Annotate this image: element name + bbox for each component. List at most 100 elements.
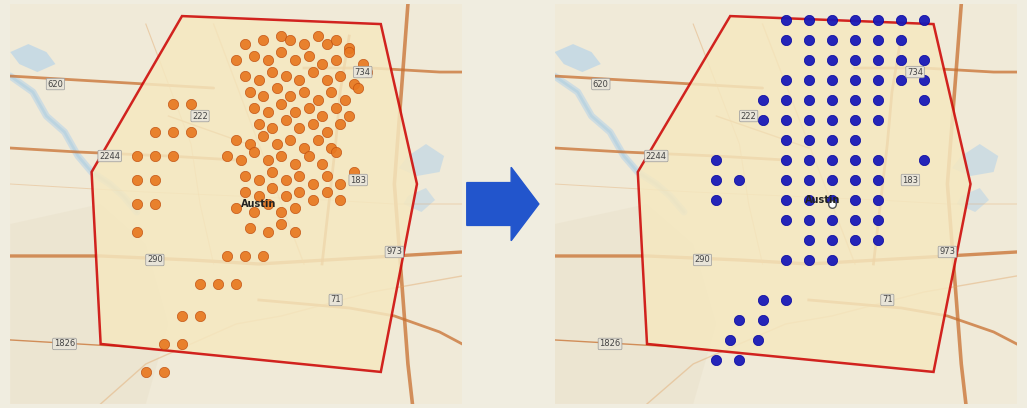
Point: [241, 225, 258, 231]
Point: [824, 201, 840, 207]
Point: [246, 105, 263, 111]
Point: [754, 297, 770, 303]
Point: [328, 105, 344, 111]
Point: [846, 117, 863, 123]
Point: [264, 125, 280, 131]
Point: [273, 221, 290, 227]
Point: [777, 297, 794, 303]
Point: [345, 81, 362, 87]
Point: [277, 193, 294, 199]
Text: 2244: 2244: [646, 151, 667, 160]
Point: [328, 149, 344, 155]
Point: [273, 153, 290, 159]
Point: [846, 77, 863, 83]
Point: [893, 57, 910, 63]
Point: [241, 89, 258, 95]
Point: [192, 281, 208, 287]
Point: [277, 117, 294, 123]
Point: [251, 77, 267, 83]
Point: [801, 57, 817, 63]
Point: [128, 177, 145, 183]
Point: [147, 153, 163, 159]
Point: [824, 137, 840, 143]
Point: [219, 153, 235, 159]
Point: [870, 37, 886, 43]
Point: [870, 237, 886, 243]
Text: 734: 734: [354, 68, 371, 77]
Text: 620: 620: [593, 80, 609, 89]
Point: [722, 337, 738, 343]
Point: [777, 77, 794, 83]
Point: [237, 73, 254, 79]
Point: [273, 49, 290, 55]
Point: [251, 121, 267, 127]
Point: [801, 157, 817, 163]
Point: [801, 137, 817, 143]
Point: [824, 37, 840, 43]
Point: [292, 173, 308, 179]
Point: [269, 85, 286, 91]
Point: [228, 205, 244, 211]
Point: [305, 197, 321, 203]
Point: [801, 117, 817, 123]
Point: [287, 57, 303, 63]
Point: [251, 177, 267, 183]
Point: [341, 45, 357, 51]
Polygon shape: [555, 204, 717, 404]
Point: [237, 253, 254, 259]
Point: [846, 57, 863, 63]
Polygon shape: [10, 44, 55, 72]
Point: [846, 177, 863, 183]
Point: [309, 33, 326, 39]
Point: [801, 237, 817, 243]
Point: [237, 41, 254, 47]
Point: [359, 69, 376, 75]
Point: [251, 193, 267, 199]
Point: [709, 177, 725, 183]
Point: [801, 197, 817, 203]
Point: [264, 185, 280, 191]
Polygon shape: [555, 44, 601, 72]
Point: [264, 69, 280, 75]
Point: [870, 57, 886, 63]
Point: [277, 73, 294, 79]
Point: [916, 57, 933, 63]
Point: [750, 337, 766, 343]
Point: [824, 237, 840, 243]
Point: [824, 217, 840, 223]
Point: [255, 37, 271, 43]
Point: [296, 89, 312, 95]
Point: [246, 149, 263, 155]
Point: [128, 153, 145, 159]
Point: [305, 121, 321, 127]
Point: [893, 37, 910, 43]
Point: [260, 157, 276, 163]
Point: [318, 129, 335, 135]
Point: [709, 197, 725, 203]
Point: [296, 145, 312, 151]
Point: [824, 17, 840, 23]
Point: [893, 77, 910, 83]
Point: [318, 173, 335, 179]
Polygon shape: [638, 16, 971, 372]
Point: [777, 97, 794, 103]
Point: [801, 257, 817, 263]
Point: [870, 157, 886, 163]
Point: [314, 61, 331, 67]
Point: [296, 41, 312, 47]
Point: [287, 205, 303, 211]
Point: [322, 145, 339, 151]
Polygon shape: [91, 16, 417, 372]
Point: [305, 69, 321, 75]
Point: [260, 57, 276, 63]
Point: [824, 57, 840, 63]
Point: [273, 101, 290, 107]
Point: [709, 357, 725, 363]
Point: [232, 157, 249, 163]
Point: [300, 53, 316, 59]
Point: [824, 117, 840, 123]
Text: Austin: Austin: [805, 195, 840, 205]
Text: 71: 71: [331, 295, 341, 304]
Point: [777, 197, 794, 203]
Point: [731, 357, 748, 363]
